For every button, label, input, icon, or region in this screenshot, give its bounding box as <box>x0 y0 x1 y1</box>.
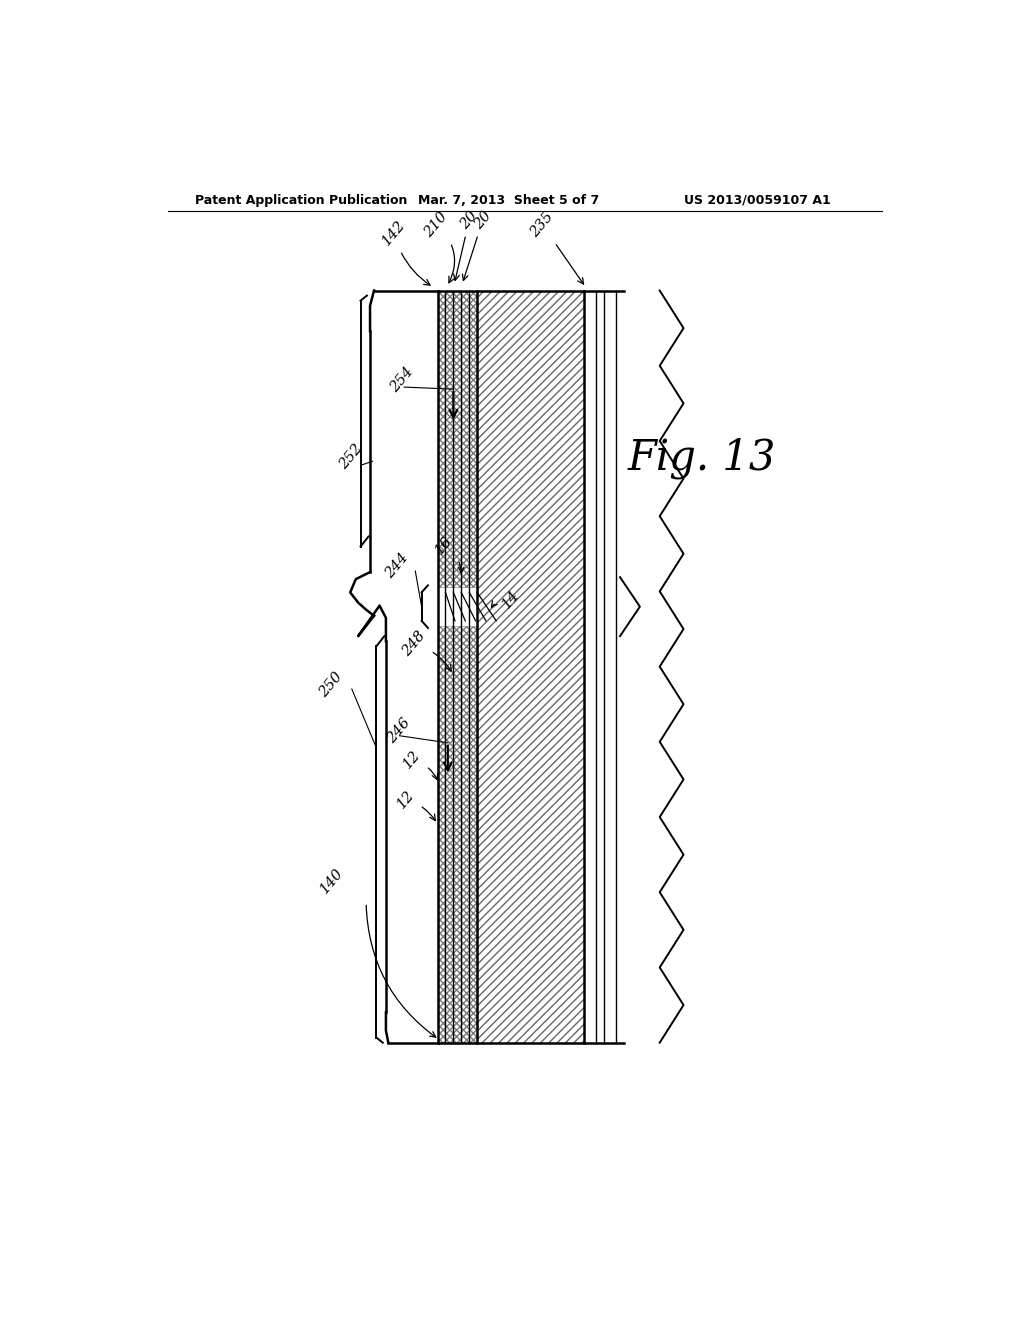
Text: 254: 254 <box>388 364 417 395</box>
Text: 12: 12 <box>394 788 435 821</box>
Text: 12: 12 <box>400 748 437 780</box>
Text: 210: 210 <box>422 210 455 282</box>
Text: 14: 14 <box>492 587 522 611</box>
Text: Patent Application Publication: Patent Application Publication <box>196 194 408 207</box>
Text: 235: 235 <box>528 210 584 284</box>
Text: 20: 20 <box>454 209 480 280</box>
Text: 246: 246 <box>385 715 413 746</box>
Text: Mar. 7, 2013  Sheet 5 of 7: Mar. 7, 2013 Sheet 5 of 7 <box>418 194 599 207</box>
Text: 16: 16 <box>432 533 464 573</box>
Text: 142: 142 <box>380 218 430 285</box>
Text: 244: 244 <box>382 550 411 581</box>
Text: 250: 250 <box>316 669 345 700</box>
Text: 252: 252 <box>337 442 366 473</box>
Text: Fig. 13: Fig. 13 <box>628 437 776 479</box>
Text: 20: 20 <box>463 209 494 280</box>
Text: 140: 140 <box>317 866 346 896</box>
Text: 248: 248 <box>399 628 452 671</box>
Text: US 2013/0059107 A1: US 2013/0059107 A1 <box>684 194 830 207</box>
